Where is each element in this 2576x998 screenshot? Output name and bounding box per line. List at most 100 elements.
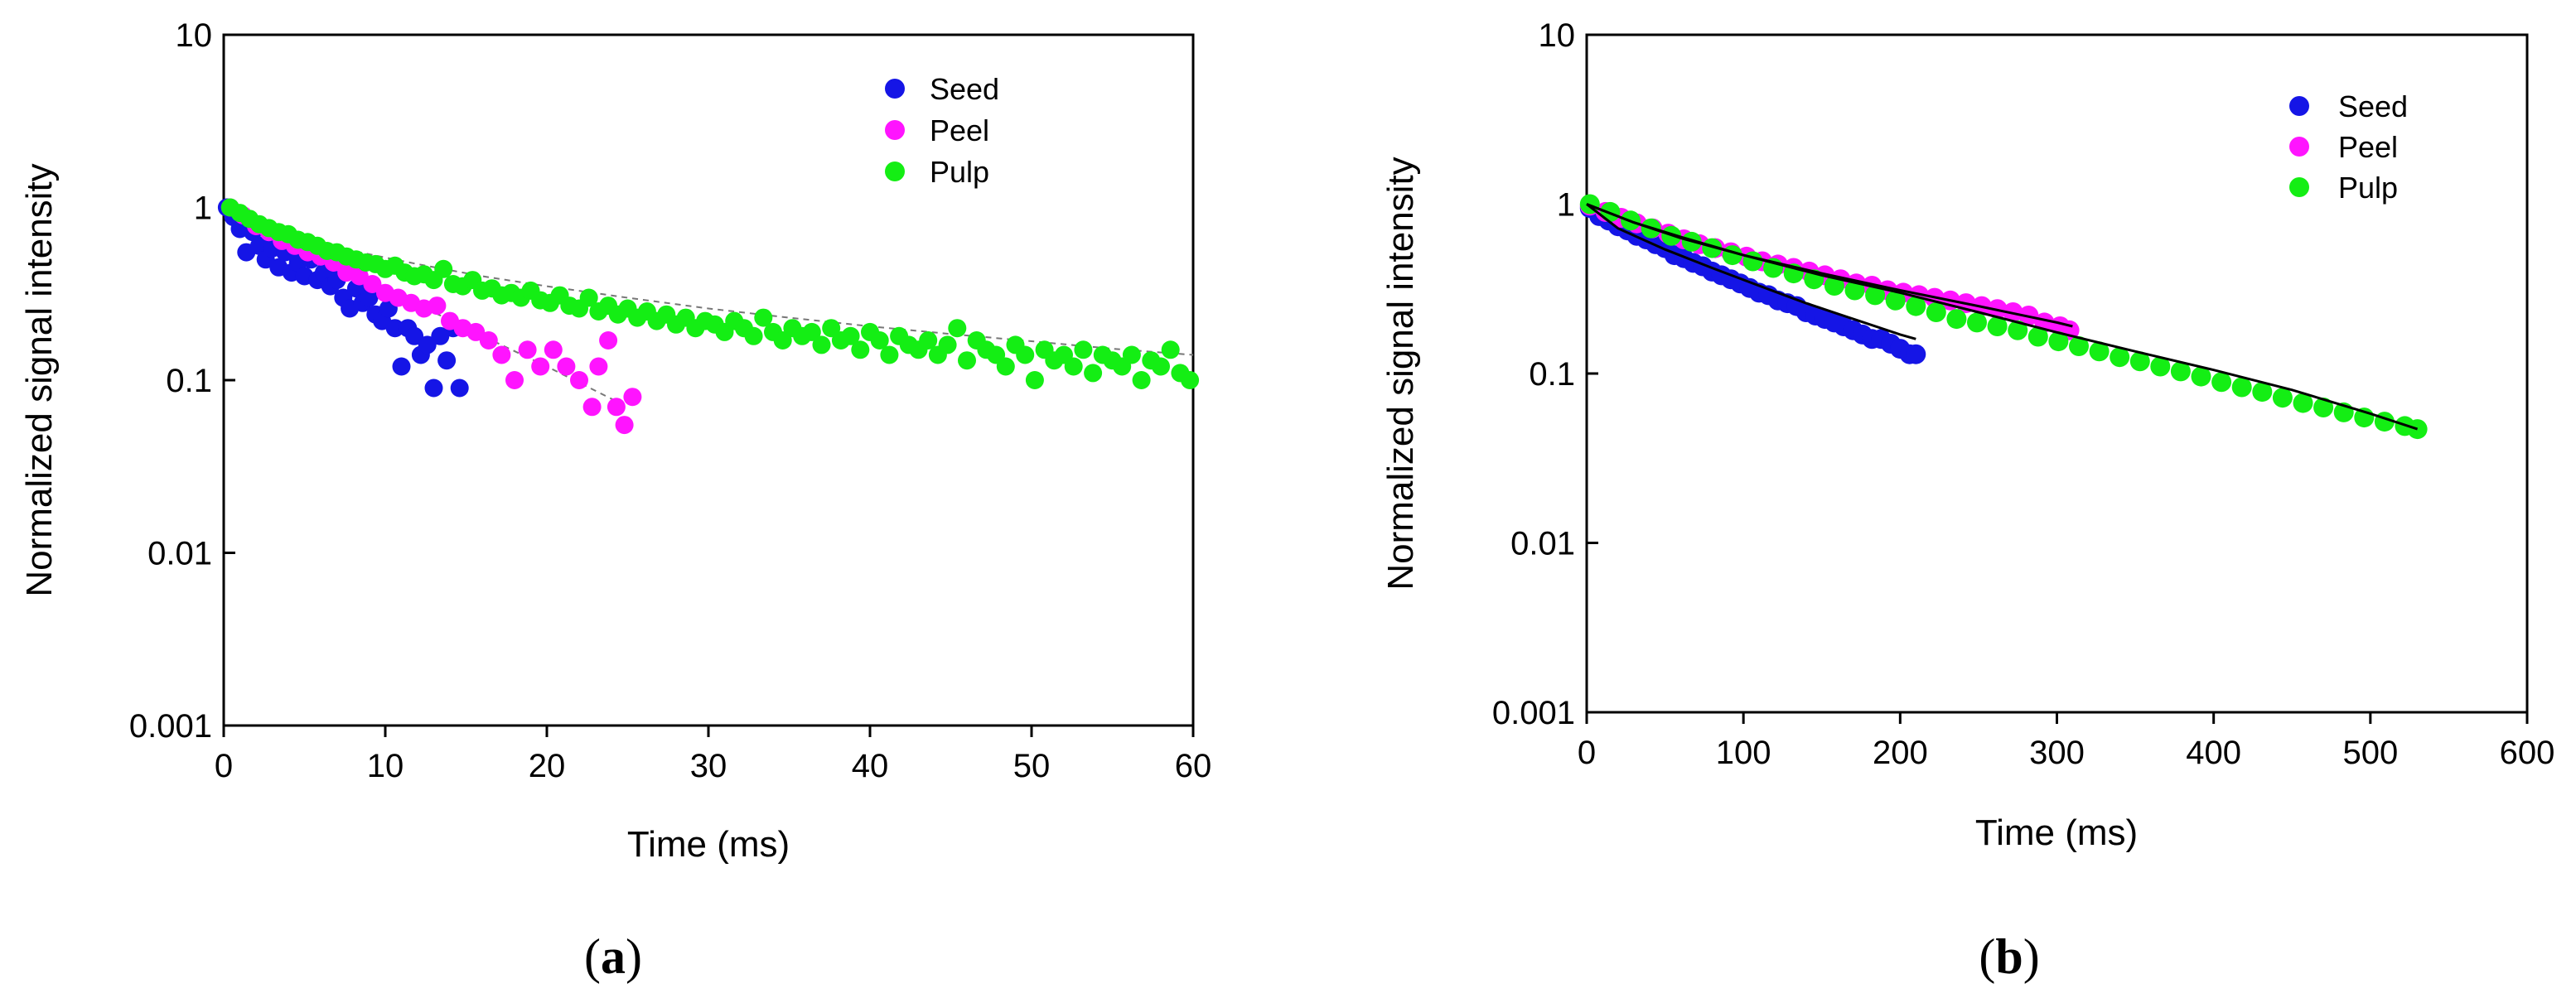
legend-label-peel-a: Peel: [930, 113, 989, 147]
x-axis-title-b: Time (ms): [1975, 812, 2138, 853]
data-point-peel: [428, 297, 447, 316]
data-point-seed: [424, 378, 443, 398]
data-point-pulp: [1885, 290, 1906, 311]
data-point-pulp: [434, 259, 453, 278]
legend-marker-seed-a: [885, 79, 905, 99]
data-point-pulp: [2191, 366, 2211, 387]
data-point-pulp: [1152, 357, 1170, 376]
data-point-pulp: [1600, 201, 1621, 222]
data-point-seed: [1906, 344, 1926, 364]
data-point-pulp: [1016, 345, 1035, 364]
data-point-pulp: [938, 335, 957, 354]
data-point-pulp: [2313, 398, 2334, 417]
x-tick-label: 0: [1578, 735, 1596, 771]
data-point-peel: [570, 371, 588, 389]
y-tick-label: 0.001: [1492, 695, 1575, 731]
legend-a: Seed Peel Pulp: [885, 72, 999, 189]
data-point-pulp: [1064, 357, 1083, 376]
x-tick-label: 40: [852, 748, 889, 784]
data-point-pulp: [1161, 340, 1180, 359]
y-ticks-b: 10 1 0.1 0.01 0.001: [1492, 17, 1598, 731]
legend-label-peel-b: Peel: [2338, 130, 2398, 164]
panel-label-b: (b): [1979, 929, 2039, 984]
data-point-peel: [492, 345, 511, 364]
data-point-pulp: [1702, 238, 1723, 258]
data-point-pulp: [2110, 347, 2130, 368]
data-point-pulp: [1844, 280, 1865, 301]
data-point-peel: [599, 331, 618, 350]
data-point-pulp: [802, 322, 821, 341]
data-point-peel: [607, 398, 626, 417]
data-point-pulp: [2008, 320, 2028, 340]
x-tick-label: 300: [2029, 735, 2085, 771]
legend-marker-pulp-b: [2289, 177, 2309, 197]
data-point-pulp: [812, 335, 831, 354]
data-point-pulp: [579, 288, 598, 307]
data-point-peel: [531, 357, 550, 376]
data-point-pulp: [1084, 364, 1103, 383]
fit-line-pulp: [1586, 203, 2419, 431]
data-point-pulp: [2129, 351, 2150, 372]
data-point-pulp: [948, 319, 967, 338]
data-point-peel: [363, 275, 382, 293]
legend-label-seed-a: Seed: [930, 72, 999, 106]
x-ticks-b: 0 100 200 300 400 500 600: [1578, 712, 2555, 771]
data-point-pulp: [1132, 371, 1151, 389]
x-tick-label: 400: [2186, 735, 2241, 771]
data-point-pulp: [996, 357, 1015, 376]
x-tick-label: 600: [2500, 735, 2555, 771]
data-point-pulp: [744, 326, 763, 345]
x-tick-label: 50: [1013, 748, 1051, 784]
data-point-seed: [437, 351, 457, 370]
data-point-peel: [557, 357, 576, 376]
data-points-b: [1579, 194, 2428, 440]
data-point-pulp: [1074, 340, 1093, 359]
fit-line-seed: [1586, 203, 1916, 340]
legend-label-pulp-b: Pulp: [2338, 171, 2398, 205]
y-tick-label: 0.01: [147, 536, 212, 572]
x-tick-label: 100: [1716, 735, 1771, 771]
data-point-peel: [518, 340, 537, 359]
data-point-pulp: [2027, 326, 2048, 347]
fit-lines-b: [1586, 203, 2419, 431]
data-point-pulp: [1181, 371, 1200, 389]
data-point-pulp: [958, 351, 976, 370]
y-ticks-a: 10 1 0.1 0.01 0.001: [129, 17, 235, 745]
data-point-pulp: [880, 345, 899, 364]
data-point-pulp: [2231, 377, 2252, 398]
y-tick-label: 1: [1557, 187, 1575, 224]
y-tick-label: 0.1: [1529, 356, 1575, 393]
y-axis-title-b: Normalized signal intensity: [1380, 157, 1421, 590]
y-tick-label: 0.001: [129, 708, 212, 745]
x-ticks-a: 0 10 20 30 40 50 60: [215, 726, 1211, 784]
data-point-pulp: [919, 331, 938, 350]
data-point-pulp: [1865, 285, 1886, 306]
data-point-pulp: [754, 308, 773, 327]
data-point-seed: [360, 288, 379, 307]
data-point-pulp: [773, 331, 792, 350]
legend-marker-pulp-a: [885, 162, 905, 181]
data-point-pulp: [1025, 371, 1044, 389]
data-point-seed: [450, 378, 469, 398]
x-axis-title-a: Time (ms): [627, 824, 790, 865]
legend-marker-peel-b: [2289, 137, 2309, 157]
data-point-seed: [385, 319, 404, 338]
data-point-pulp: [822, 319, 841, 338]
data-point-pulp: [1946, 309, 1967, 330]
legend-label-seed-b: Seed: [2338, 89, 2408, 123]
data-point-pulp: [2272, 388, 2293, 408]
x-tick-label: 30: [690, 748, 727, 784]
x-tick-label: 200: [1873, 735, 1928, 771]
x-tick-label: 10: [367, 748, 404, 784]
data-point-pulp: [2150, 356, 2171, 377]
data-point-pulp: [1824, 276, 1844, 296]
data-point-seed: [405, 326, 424, 345]
panel-label-a: (a): [584, 929, 642, 984]
data-point-pulp: [2211, 372, 2232, 393]
legend-marker-peel-a: [885, 120, 905, 140]
data-point-pulp: [2069, 336, 2089, 356]
y-tick-label: 10: [1539, 17, 1576, 54]
data-point-peel: [589, 357, 608, 376]
y-tick-label: 1: [194, 190, 212, 227]
data-point-seed: [418, 335, 437, 354]
